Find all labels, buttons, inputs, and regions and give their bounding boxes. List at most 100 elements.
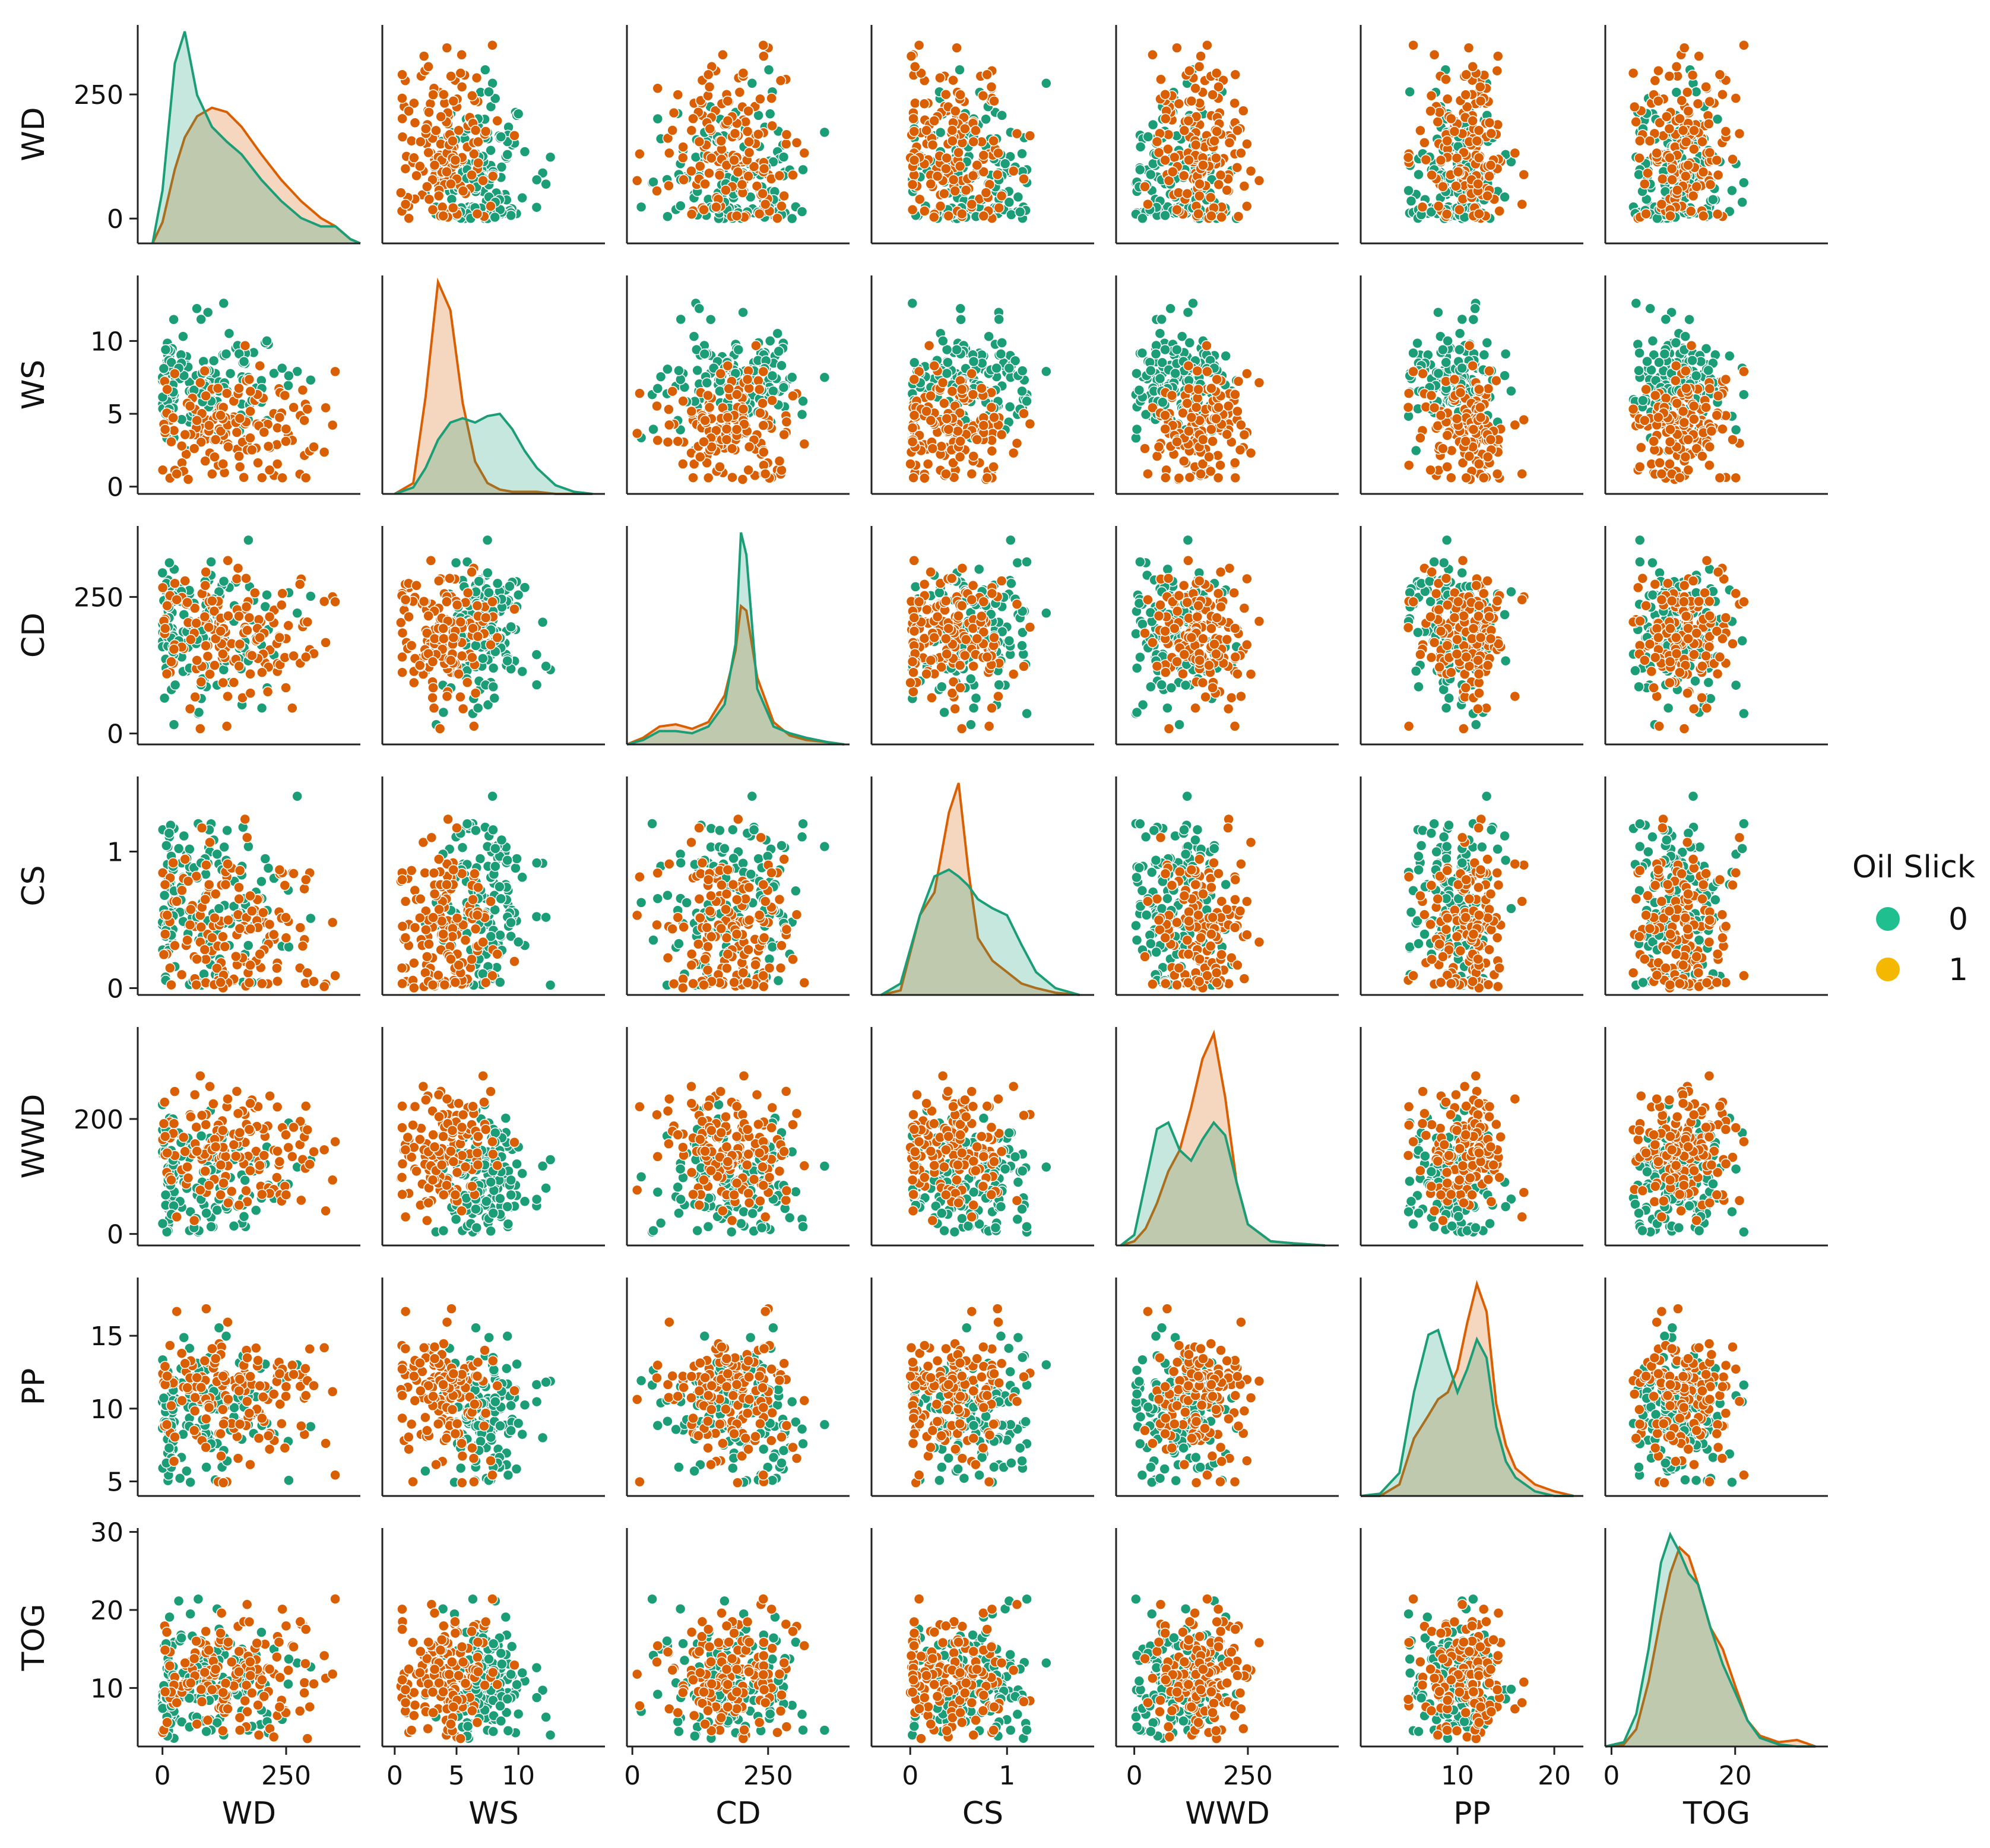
point-ws-tog-class-1-146 — [1639, 415, 1650, 426]
point-cd-ws-class-1-39 — [455, 691, 466, 703]
point-wd-tog-class-1-108 — [1627, 67, 1639, 79]
point-wd-ws-class-1-99 — [445, 71, 457, 82]
point-wd-cd-class-1-149 — [687, 113, 699, 125]
point-wd-pp-class-1-63 — [1491, 65, 1503, 77]
point-ws-wd-class-0-134 — [208, 355, 220, 366]
point-cd-ws-class-1-89 — [418, 595, 430, 607]
point-wd-cd-class-1-108 — [737, 67, 749, 79]
point-cd-cs-class-1-34 — [956, 723, 968, 734]
point-wd-cs-class-1-118 — [977, 90, 989, 102]
point-ws-tog-class-1-129 — [1670, 360, 1682, 372]
point-wd-wwd-class-1-140 — [1211, 152, 1222, 164]
point-wd-pp-class-1-44 — [1420, 154, 1432, 166]
point-wd-cd-class-1-82 — [652, 83, 663, 94]
point-cd-wd-class-1-144 — [280, 682, 291, 693]
point-wd-cd-class-1-143 — [731, 210, 743, 221]
point-ws-cd-class-1-111 — [667, 385, 678, 397]
point-ws-pp-class-1-135 — [1449, 373, 1460, 385]
point-ws-wd-class-1-133 — [234, 413, 246, 424]
point-wd-cd-class-0-120 — [652, 113, 664, 125]
point-cd-wwd-class-1-49 — [1147, 637, 1158, 648]
point-wd-tog-class-1-103 — [1661, 111, 1672, 122]
point-ws-cd-class-1-48 — [634, 388, 645, 399]
point-wd-pp-class-1-96 — [1441, 135, 1453, 147]
point-wd-cd-class-1-131 — [704, 81, 715, 93]
y-tick-label: 0 — [107, 719, 123, 750]
point-ws-tog-class-1-148 — [1640, 383, 1652, 395]
point-wd-pp-class-1-31 — [1433, 201, 1444, 212]
point-wd-wwd-class-1-149 — [1160, 113, 1171, 125]
point-wd-cs-class-0-79 — [996, 110, 1007, 121]
point-ws-pp-class-1-110 — [1437, 443, 1449, 454]
point-ws-tog-class-0-123 — [1703, 364, 1714, 376]
point-wd-cd-class-1-31 — [776, 201, 787, 212]
point-wd-wwd-class-1-76 — [1162, 143, 1174, 155]
point-ws-wd-class-1-64 — [195, 377, 206, 388]
point-ws-cd-class-0-121 — [705, 313, 717, 325]
point-ws-wwd-class-1-135 — [1211, 373, 1222, 385]
point-cd-cs-class-0-86 — [1041, 607, 1052, 619]
point-wd-tog-class-1-122 — [1680, 170, 1691, 182]
point-wd-tog-class-1-71 — [1630, 116, 1642, 128]
point-ws-tog-class-1-84 — [1727, 434, 1738, 445]
point-cd-wd-class-1-93 — [184, 703, 196, 715]
point-wd-cd-class-0-65 — [786, 213, 798, 224]
point-ws-cs-class-1-135 — [908, 373, 920, 385]
point-cd-ws-class-1-141 — [438, 633, 449, 645]
point-wd-cd-class-1-93 — [651, 185, 663, 196]
point-ws-cs-class-1-90 — [939, 398, 950, 409]
point-wd-cd-class-1-135 — [742, 126, 753, 137]
point-ws-wd-class-0-148 — [195, 313, 207, 325]
point-cd-wd-class-1-142 — [215, 625, 226, 637]
point-ws-wd-class-1-116 — [217, 458, 229, 470]
point-cd-cs-class-1-124 — [913, 596, 925, 607]
point-ws-tog-class-1-122 — [1680, 365, 1691, 377]
point-cd-wd-class-1-145 — [171, 594, 182, 606]
point-ws-tog-class-1-135 — [1720, 373, 1732, 385]
point-wd-cd-class-1-106 — [755, 93, 766, 105]
point-wd-tog-class-1-109 — [1730, 93, 1742, 104]
point-cd-cs-class-1-145 — [966, 594, 978, 606]
point-wd-ws-class-1-79 — [466, 169, 477, 181]
point-ws-pp-class-1-86 — [1425, 464, 1436, 476]
point-ws-cs-class-0-135 — [1016, 365, 1028, 376]
point-cd-cs-class-1-9 — [1007, 668, 1019, 680]
point-ws-pp-class-1-19 — [1518, 414, 1530, 426]
point-ws-cd-class-1-131 — [704, 402, 715, 413]
point-wd-cs-class-1-87 — [907, 179, 918, 191]
point-ws-cs-class-1-96 — [988, 461, 999, 473]
point-wd-tog-class-1-75 — [1628, 101, 1640, 113]
point-wd-pp-class-1-131 — [1475, 81, 1486, 93]
point-wd-pp-class-1-79 — [1426, 169, 1437, 181]
point-wd-tog-class-1-131 — [1700, 81, 1712, 93]
point-cd-ws-class-1-82 — [428, 702, 440, 714]
point-cd-wd-class-1-122 — [199, 611, 211, 623]
point-wd-cs-class-1-124 — [913, 39, 925, 51]
point-wd-tog-class-1-91 — [1666, 174, 1678, 186]
point-wd-wwd-class-1-138 — [1197, 160, 1209, 171]
point-ws-wwd-class-0-148 — [1156, 313, 1167, 325]
point-wd-cd-class-1-77 — [781, 129, 793, 141]
point-wd-cs-class-1-146 — [925, 178, 937, 190]
point-wd-cs-class-1-149 — [908, 113, 919, 125]
point-wd-pp-class-1-122 — [1484, 170, 1495, 182]
point-ws-wd-class-1-131 — [288, 402, 299, 413]
point-wd-ws-class-0-52 — [516, 192, 528, 204]
point-cd-cs-class-1-109 — [986, 588, 998, 599]
point-ws-wd-class-1-143 — [159, 424, 171, 435]
point-wd-tog-class-1-96 — [1634, 135, 1646, 147]
point-ws-tog-class-0-116 — [1690, 370, 1702, 382]
point-ws-tog-class-1-116 — [1664, 458, 1675, 470]
point-wd-ws-class-1-49 — [456, 49, 467, 61]
point-wd-cs-class-1-67 — [967, 170, 979, 182]
point-ws-cd-class-1-147 — [722, 411, 734, 423]
point-wd-cd-class-1-111 — [667, 125, 678, 136]
point-cd-wd-class-1-134 — [209, 660, 220, 671]
point-wd-pp-class-1-101 — [1485, 128, 1497, 140]
point-ws-wwd-class-1-130 — [1232, 405, 1243, 417]
point-wd-ws-class-1-146 — [445, 178, 457, 190]
point-ws-wd-class-1-67 — [199, 455, 211, 467]
panel-cd-vs-wwd — [1115, 526, 1339, 746]
point-wd-pp-class-1-147 — [1475, 95, 1487, 107]
point-ws-tog-class-0-121 — [1684, 313, 1695, 325]
